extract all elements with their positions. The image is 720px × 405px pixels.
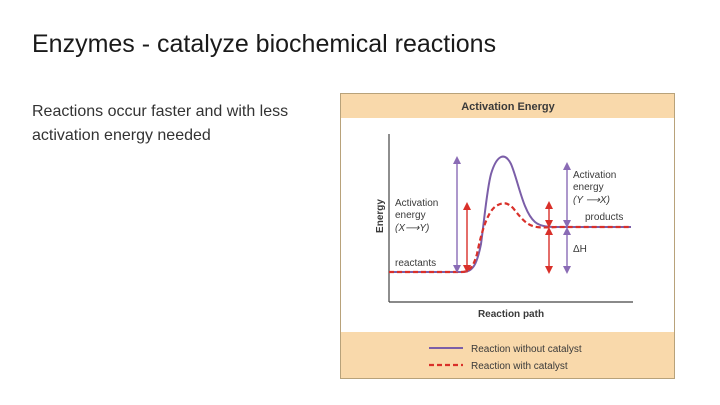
catalyzed-curve [389, 202, 631, 274]
activation-right-label-3: (Y ⟶X) [573, 195, 610, 206]
activation-right-label-2: energy [573, 182, 604, 193]
products-label: products [585, 212, 623, 223]
slide-body-text: Reactions occur faster and with less act… [32, 100, 332, 148]
figure-header-band [341, 94, 674, 118]
activation-energy-figure: Activation Energy Energy Reaction path A… [340, 93, 675, 379]
legend-band [341, 332, 674, 378]
body-line-2: activation energy needed [32, 127, 211, 144]
legend-label-with: Reaction with catalyst [471, 361, 568, 372]
figure-title: Activation Energy [461, 101, 555, 113]
activation-right-label-1: Activation [573, 170, 616, 181]
activation-energy-diagram: Activation Energy Energy Reaction path A… [341, 94, 674, 378]
y-axis-label: Energy [375, 199, 386, 233]
slide-title: Enzymes - catalyze biochemical reactions [32, 30, 497, 58]
legend-label-without: Reaction without catalyst [471, 344, 582, 355]
x-axis-label: Reaction path [478, 309, 544, 320]
reactants-label: reactants [395, 258, 436, 269]
activation-left-label-2: energy [395, 210, 426, 221]
body-line-1: Reactions occur faster and with less [32, 103, 289, 120]
delta-h-label: ΔH [573, 244, 587, 255]
activation-left-label-1: Activation [395, 198, 438, 209]
activation-left-label-3: (X⟶Y) [395, 223, 429, 234]
uncatalyzed-curve [389, 155, 631, 273]
